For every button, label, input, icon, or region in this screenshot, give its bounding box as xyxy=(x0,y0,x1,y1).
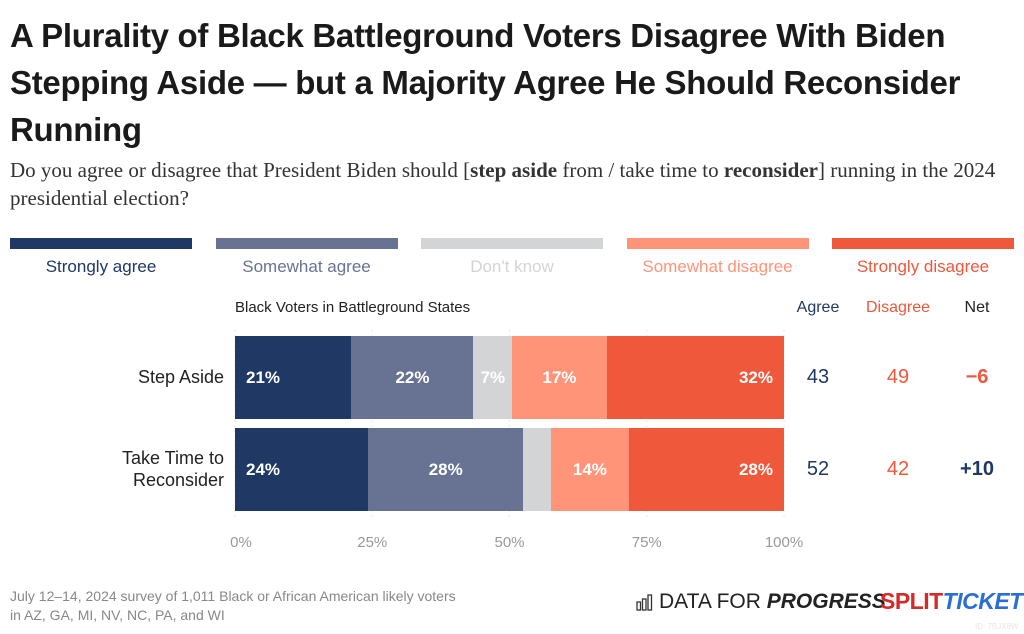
logo-text: PROGRESS xyxy=(766,590,886,613)
bar-somewhat-disagree: 14% xyxy=(551,428,629,511)
x-tick-label: 0% xyxy=(230,534,252,551)
footnote-line: July 12–14, 2024 survey of 1,011 Black o… xyxy=(10,588,456,604)
data-label: 32% xyxy=(738,367,773,387)
summary-agree-value: 52 xyxy=(806,458,830,480)
summary-disagree-value: 42 xyxy=(886,458,910,480)
legend-swatch xyxy=(832,238,1014,249)
bar-don-t-know xyxy=(523,428,552,511)
data-label: 7% xyxy=(480,367,506,387)
bar-strongly-disagree: 28% xyxy=(628,428,784,511)
summary-disagree-value: 49 xyxy=(886,366,910,388)
legend-swatch xyxy=(626,238,809,249)
group-label: Black Voters in Battleground States xyxy=(235,299,471,316)
data-label: 21% xyxy=(246,367,281,387)
legend-label: Strongly disagree xyxy=(856,257,990,276)
legend-label: Somewhat agree xyxy=(242,257,371,276)
bar-strongly-agree: 21% xyxy=(235,336,352,419)
x-tick-label: 100% xyxy=(764,534,804,551)
bar-strongly-agree: 24% xyxy=(235,428,369,511)
legend-item-somewhat-agree: Somewhat agree xyxy=(215,238,398,277)
x-tick-label: 25% xyxy=(357,534,388,551)
category-label: Take Time to Reconsider xyxy=(121,448,224,490)
data-label: 17% xyxy=(542,367,577,387)
image-id: ID: 7BJX8W xyxy=(975,622,1019,631)
summary-header-disagree: Disagree xyxy=(865,299,931,316)
legend-swatch xyxy=(10,238,192,249)
subtitle-bold: step aside xyxy=(470,158,558,182)
subtitle-text: from / take time to xyxy=(557,158,724,182)
bar-strongly-disagree: 32% xyxy=(606,336,784,419)
x-tick-label: 75% xyxy=(631,534,662,551)
chart-subtitle: Do you agree or disagree that President … xyxy=(10,156,1010,212)
legend-label: Don't know xyxy=(470,257,554,276)
data-label: 22% xyxy=(395,367,430,387)
footnote-line: in AZ, GA, MI, NV, NC, PA, and WI xyxy=(10,607,225,623)
legend-label: Somewhat disagree xyxy=(642,257,793,276)
logo-text: DATA FOR xyxy=(659,590,767,613)
summary-net-value: +10 xyxy=(960,458,994,480)
bar-don-t-know: 7% xyxy=(473,336,513,419)
data-label: 28% xyxy=(738,459,773,479)
footnote: July 12–14, 2024 survey of 1,011 Black o… xyxy=(10,587,570,625)
legend-item-strongly-agree: Strongly agree xyxy=(10,238,192,277)
subtitle-text: ] running in the 2024 presidential elect… xyxy=(10,158,996,210)
bar-somewhat-agree: 28% xyxy=(368,428,524,511)
data-label: 14% xyxy=(572,459,607,479)
summary-agree-value: 43 xyxy=(806,366,830,388)
legend-item-somewhat-disagree: Somewhat disagree xyxy=(626,238,809,277)
legend-item-don-t-know: Don't know xyxy=(421,238,603,277)
dfp-logo: DATA FOR PROGRESS xyxy=(636,590,886,614)
data-label: 24% xyxy=(246,459,281,479)
legend-swatch xyxy=(215,238,398,249)
subtitle-text: Do you agree or disagree that President … xyxy=(10,158,471,182)
subtitle-bold: reconsider xyxy=(723,158,818,182)
x-tick-label: 50% xyxy=(494,534,525,551)
summary-header-agree: Agree xyxy=(796,299,840,316)
data-label: 28% xyxy=(428,459,463,479)
category-label: Step Aside xyxy=(137,367,224,387)
legend-item-strongly-disagree: Strongly disagree xyxy=(832,238,1014,277)
bar-chart-icon xyxy=(636,594,653,611)
bar-somewhat-agree: 22% xyxy=(351,336,474,419)
legend-label: Strongly agree xyxy=(45,257,157,276)
summary-net-value: −6 xyxy=(965,366,989,388)
chart-title: A Plurality of Black Battleground Voters… xyxy=(10,17,961,148)
legend-swatch xyxy=(421,238,603,249)
logo-text: TICKET xyxy=(942,588,1024,614)
logo-text: SPLIT xyxy=(880,588,943,614)
summary-header-net: Net xyxy=(964,299,990,316)
split-ticket-logo: SPLITTICKET xyxy=(880,588,1023,615)
bar-somewhat-disagree: 17% xyxy=(512,336,607,419)
